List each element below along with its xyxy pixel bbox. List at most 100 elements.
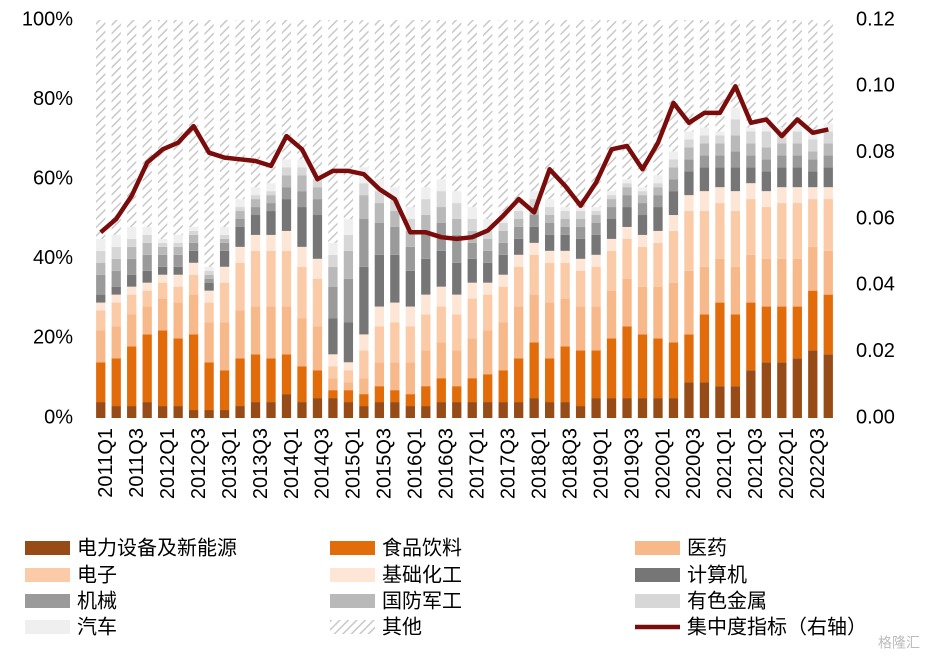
bar-segment	[792, 155, 802, 168]
legend-label: 食品饮料	[382, 536, 462, 559]
bar-segment	[498, 370, 508, 403]
bar-segment	[359, 378, 369, 395]
bar-segment	[390, 390, 400, 403]
bar-segment	[792, 131, 802, 144]
bar-segment	[560, 250, 570, 263]
bar-segment	[235, 226, 245, 247]
bar-segment	[343, 250, 354, 279]
bar-segment	[668, 159, 679, 168]
bar-segment	[606, 338, 617, 399]
bar-segment	[684, 334, 694, 383]
bar-segment	[405, 394, 415, 407]
bar-segment	[808, 199, 818, 247]
bar-segment	[514, 211, 524, 219]
bar-segment	[436, 402, 446, 418]
bar-segment	[777, 306, 787, 363]
bar-segment	[188, 334, 199, 411]
bar-segment	[111, 326, 121, 359]
bar-segment	[514, 306, 524, 359]
bar-segment	[792, 358, 802, 418]
bar-segment	[746, 302, 756, 371]
bar-segment	[266, 306, 276, 359]
bar-segment	[777, 143, 787, 156]
bar-segment	[188, 262, 199, 275]
bar-segment	[699, 135, 710, 144]
bar-segment	[374, 362, 385, 387]
bar-segment	[359, 266, 369, 335]
bar-segment	[699, 191, 710, 212]
bar-segment	[158, 330, 168, 407]
bar-segment	[746, 131, 756, 144]
bar-segment	[761, 207, 771, 259]
bar-segment	[266, 203, 276, 212]
bar-segment	[405, 246, 415, 271]
legend-label: 机械	[77, 589, 117, 612]
bar-segment	[111, 302, 121, 327]
bar-segment	[281, 394, 292, 418]
bar-segment	[142, 402, 152, 418]
bar-segment	[684, 195, 694, 212]
bar-segment	[250, 20, 261, 188]
bar-segment	[111, 270, 121, 287]
bar-segment	[281, 167, 292, 176]
x-tick-label: 2018Q1	[528, 428, 550, 499]
bar-segment	[328, 354, 338, 367]
bar-segment	[204, 322, 214, 363]
bar-segment	[436, 191, 446, 208]
legend-label: 集中度指标（右轴）	[687, 615, 867, 638]
bar-segment	[111, 358, 121, 407]
legend-swatch	[25, 594, 70, 608]
bar-segment	[668, 151, 679, 160]
bar-segment	[560, 346, 570, 403]
bar-segment	[374, 191, 385, 204]
bar-segment	[498, 230, 508, 243]
bar-segment	[544, 207, 555, 216]
bar-segment	[297, 207, 307, 247]
bar-segment	[173, 246, 183, 255]
bar-segment	[653, 20, 663, 176]
bar-segment	[653, 175, 663, 184]
bar-segment	[808, 151, 818, 160]
bar-segment	[823, 250, 833, 295]
bar-segment	[390, 362, 400, 391]
bar-segment	[158, 282, 168, 299]
bar-segment	[746, 127, 756, 132]
x-tick-label: 2016Q1	[405, 428, 427, 499]
bar-segment	[158, 266, 168, 275]
bar-segment	[730, 314, 741, 387]
bar-segment	[777, 187, 787, 204]
legend-label: 其他	[382, 615, 422, 638]
bar-segment	[204, 282, 214, 291]
x-tick-label: 2015Q3	[374, 428, 396, 499]
bar-segment	[390, 199, 400, 212]
y2-tick-label: 0.02	[856, 340, 895, 362]
bar-segment	[127, 294, 137, 315]
bar-segment	[730, 20, 741, 108]
bar-segment	[498, 402, 508, 418]
bar-segment	[235, 246, 245, 263]
bar-segment	[684, 139, 694, 148]
bar-segment	[405, 406, 415, 418]
bar-segment	[142, 282, 152, 291]
legend-label: 有色金属	[687, 589, 767, 612]
bar-segment	[266, 191, 276, 196]
bar-segment	[483, 219, 493, 231]
bar-segment	[529, 254, 539, 295]
bar-segment	[730, 119, 741, 136]
bar-segment	[142, 226, 152, 235]
bar-segment	[250, 306, 261, 355]
bar-segment	[158, 20, 168, 239]
bar-segment	[250, 402, 261, 418]
y-tick-label: 20%	[33, 327, 73, 349]
bar-segment	[266, 195, 276, 204]
bar-segment	[606, 398, 617, 418]
bar-segment	[142, 306, 152, 335]
bar-segment	[699, 314, 710, 383]
bar-segment	[808, 246, 818, 291]
bar-segment	[653, 242, 663, 287]
bar-segment	[219, 410, 230, 418]
bar-segment	[343, 362, 354, 371]
bar-segment	[467, 338, 477, 379]
bar-segment	[405, 326, 415, 363]
bar-segment	[96, 294, 106, 303]
